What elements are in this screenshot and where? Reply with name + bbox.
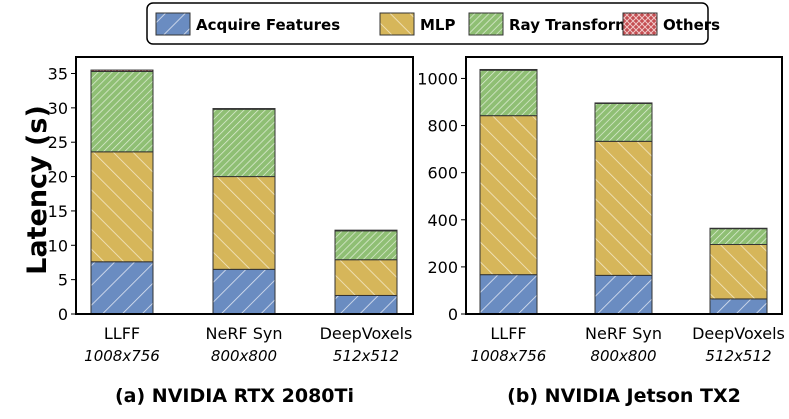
plot-frame	[75, 56, 414, 315]
bar-segment-mlp	[334, 259, 398, 296]
x-tick-sublabel: 800x800	[590, 347, 656, 365]
bar-segment-acquire-features	[90, 261, 154, 315]
y-tick-label: 800	[427, 117, 458, 136]
x-tick-label: LLFF	[104, 324, 140, 343]
subplot-title: (a) NVIDIA RTX 2080Ti	[115, 385, 354, 407]
subplot-title: (b) NVIDIA Jetson TX2	[507, 385, 741, 407]
bar-segment-mlp	[90, 151, 154, 263]
legend-swatch	[468, 12, 504, 36]
legend-label: MLP	[420, 16, 455, 34]
bar-segment-ray-transformer	[594, 102, 653, 142]
bar-segment-ray-transformer	[212, 108, 276, 178]
y-tick-label: 1000	[417, 69, 458, 88]
bar-segment-others	[334, 229, 398, 232]
x-tick-sublabel: 512x512	[333, 347, 399, 365]
bar-segment-acquire-features	[212, 268, 276, 315]
bar-segment-others	[90, 69, 154, 72]
legend-label: Others	[663, 16, 720, 34]
bar-segment-acquire-features	[479, 274, 538, 315]
x-tick-sublabel: 800x800	[211, 347, 277, 365]
bar-segment-ray-transformer	[709, 227, 768, 246]
subplot-b: 0 200 400 600 800 1000 LLFF 1008x756 NeRF Syn 800…	[417, 56, 785, 407]
y-tick-label: 20	[48, 168, 68, 187]
bar-segment-mlp	[212, 176, 276, 270]
legend-label: Acquire Features	[196, 16, 340, 34]
subplot-a: 0 5 10 15 20 25 30 35 LLFF 1008x756 NeRF Syn 800x80…	[48, 56, 414, 407]
legend-swatch	[622, 12, 658, 36]
x-tick-label: NeRF Syn	[206, 324, 283, 343]
x-tick-label: DeepVoxels	[320, 324, 413, 343]
bar-segment-others	[594, 102, 653, 104]
bar-segment-acquire-features	[594, 274, 653, 315]
y-tick-label: 400	[427, 211, 458, 230]
y-tick-label: 0	[448, 305, 458, 324]
bar-segment-acquire-features	[334, 294, 398, 315]
x-tick-label: NeRF Syn	[585, 324, 662, 343]
y-tick-label: 600	[427, 164, 458, 183]
x-tick-sublabel: 512x512	[705, 347, 771, 365]
y-tick-label: 35	[48, 64, 68, 83]
legend-swatch	[379, 12, 415, 36]
x-tick-label: DeepVoxels	[692, 324, 785, 343]
legend-label: Ray Transformer	[509, 16, 649, 34]
y-tick-label: 200	[427, 258, 458, 277]
x-tick-sublabel: 1008x756	[471, 347, 547, 365]
bar-segment-others	[479, 68, 538, 71]
bar-segment-others	[709, 227, 768, 230]
y-tick-label: 15	[48, 202, 68, 221]
x-tick-label: LLFF	[490, 324, 526, 343]
bar-segment-mlp	[709, 244, 768, 300]
bar-segment-acquire-features	[709, 298, 768, 315]
x-tick-sublabel: 1008x756	[84, 347, 160, 365]
bar-segment-mlp	[594, 140, 653, 276]
y-axis-label: Latency (s)	[22, 105, 53, 275]
bar-segment-others	[212, 108, 276, 110]
bar-segment-mlp	[479, 115, 538, 276]
bar-segment-ray-transformer	[90, 70, 154, 153]
bar-segment-ray-transformer	[334, 230, 398, 261]
y-tick-label: 5	[58, 271, 68, 290]
y-tick-label: 25	[48, 133, 68, 152]
y-tick-label: 30	[48, 99, 68, 118]
legend-swatch	[155, 12, 191, 36]
plot-frame	[465, 56, 783, 315]
y-tick-label: 10	[48, 236, 68, 255]
bar-segment-ray-transformer	[479, 69, 538, 117]
legend-box	[146, 2, 709, 45]
y-tick-label: 0	[58, 305, 68, 324]
legend: Acquire Features MLP Ray Transformer Others	[146, 2, 720, 45]
